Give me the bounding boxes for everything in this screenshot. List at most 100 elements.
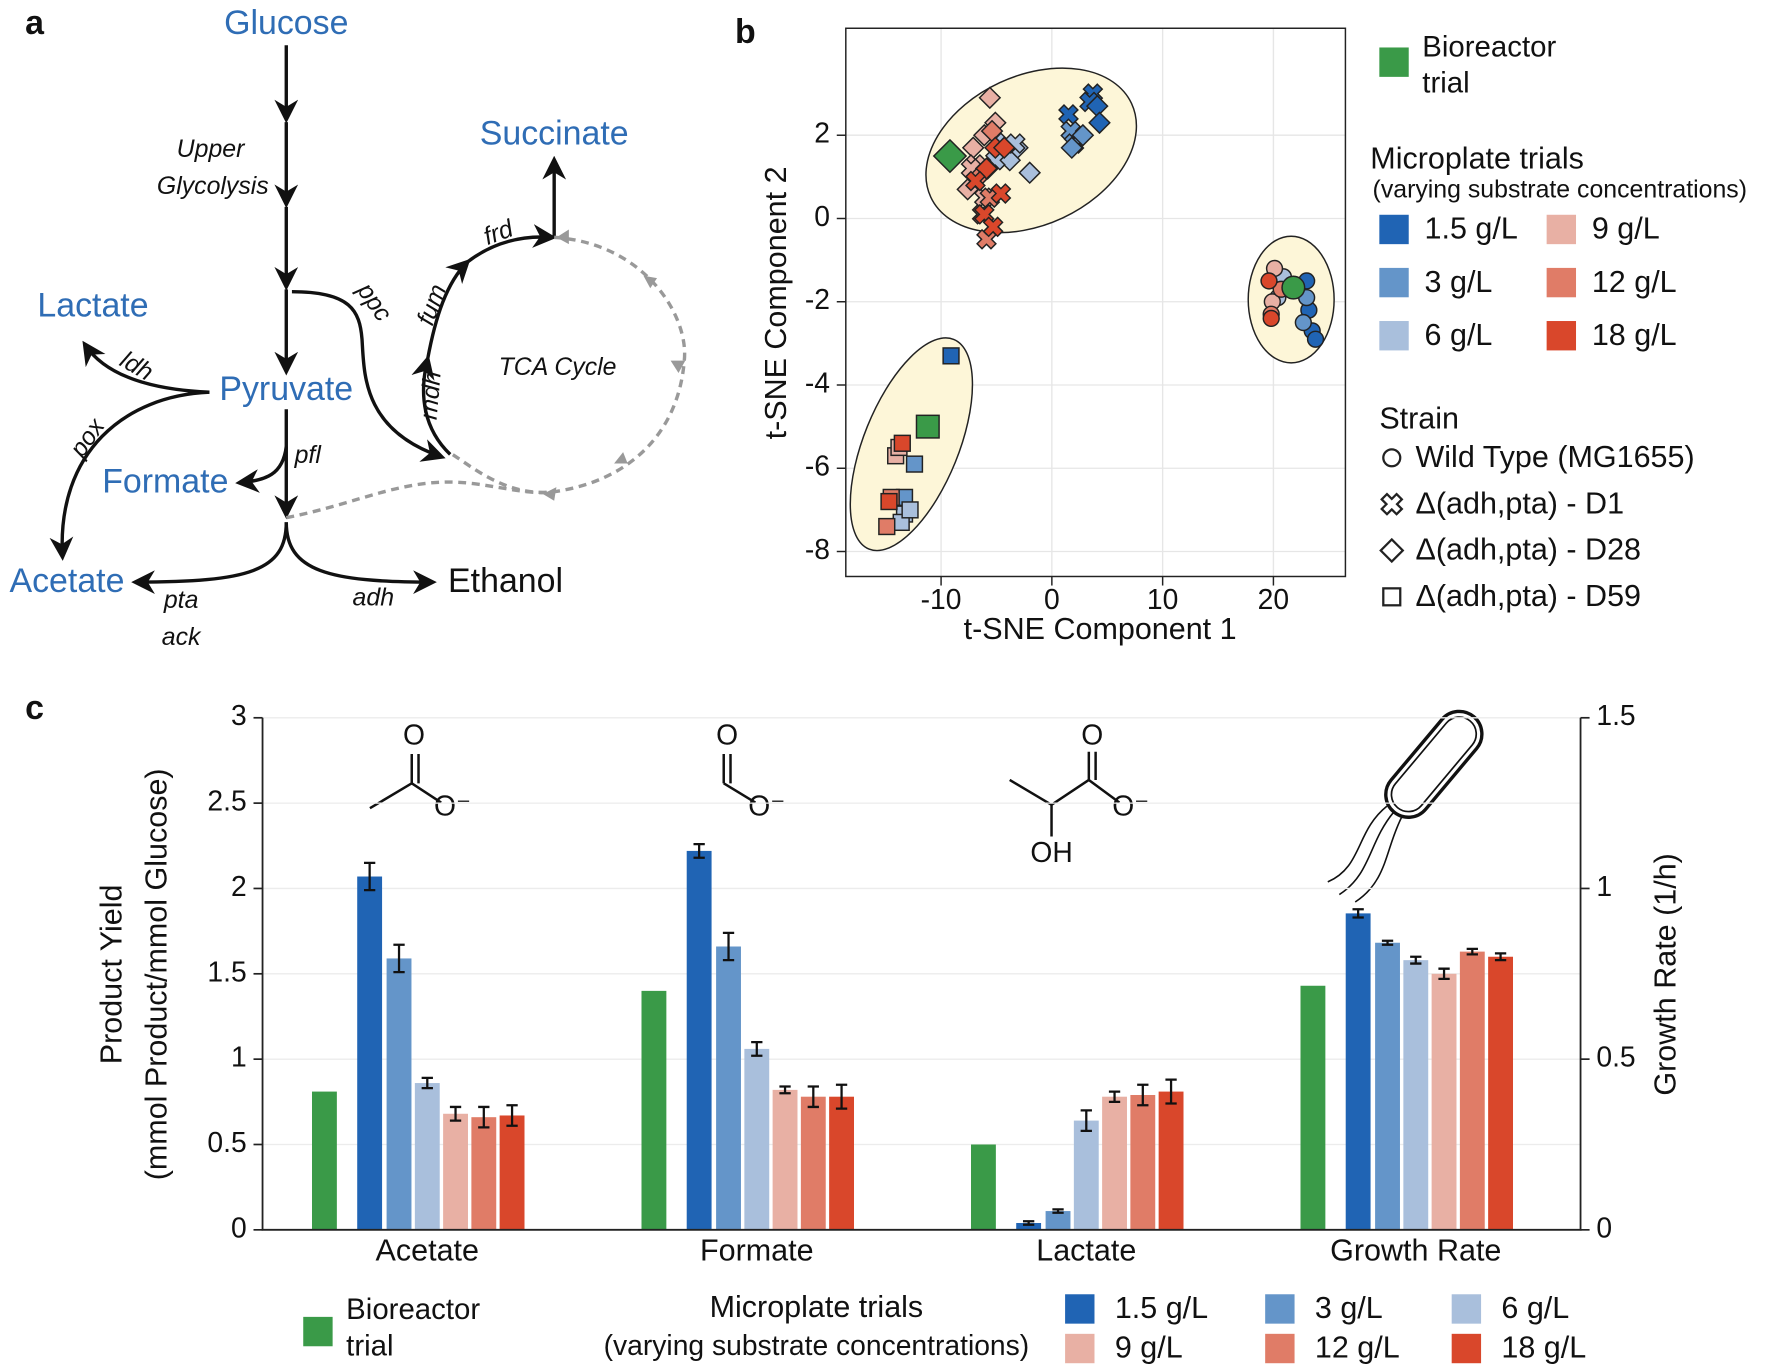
- bar: [1459, 951, 1485, 1230]
- bar: [970, 1144, 996, 1230]
- legend-label: Δ(adh,pta) - D59: [1416, 579, 1642, 613]
- bar: [716, 946, 741, 1230]
- point: [990, 183, 1012, 204]
- y-tick-label: -2: [805, 283, 830, 315]
- bar: [1431, 973, 1457, 1230]
- y-tick-label: 2.5: [207, 785, 246, 817]
- arrow: [284, 522, 437, 595]
- arrow: [411, 354, 452, 456]
- error-bar: [1352, 908, 1364, 919]
- legend-label: 3 g/L: [1315, 1291, 1383, 1325]
- bacterium: [1327, 709, 1484, 903]
- bar: [744, 1048, 770, 1230]
- enzyme: pox: [64, 412, 111, 463]
- error-bar: [1165, 1078, 1177, 1105]
- bar: [1130, 1094, 1156, 1230]
- bar: [386, 958, 412, 1230]
- legend-label: 18 g/L: [1501, 1331, 1586, 1365]
- bar: [1488, 956, 1514, 1230]
- x-axis-label: t-SNE Component 1: [964, 612, 1237, 646]
- panel-label: b: [735, 13, 756, 51]
- note: Upper: [177, 135, 246, 163]
- y-axis-label: t-SNE Component 2: [759, 166, 793, 439]
- y2-tick-label: 1.5: [1596, 699, 1635, 731]
- legend-swatch: [1265, 1294, 1295, 1324]
- metabolite: Formate: [102, 463, 228, 501]
- bar: [686, 850, 712, 1230]
- cluster: [849, 337, 974, 552]
- legend-label: 6 g/L: [1501, 1291, 1569, 1325]
- x-tick-label: 0: [1044, 583, 1060, 615]
- arrow: [131, 522, 288, 595]
- point: [901, 501, 919, 519]
- error-bar: [506, 1104, 518, 1127]
- atom: O: [403, 718, 425, 750]
- atom: OH: [1030, 836, 1072, 868]
- legend-swatch: [1065, 1333, 1095, 1364]
- x-tick-label: Growth Rate: [1330, 1234, 1501, 1268]
- legend-label: Bioreactor trial: [1422, 29, 1557, 100]
- y-tick-label: 0: [814, 200, 830, 232]
- point: [978, 86, 1002, 110]
- y-tick-label: -8: [805, 533, 830, 565]
- arrow: [291, 289, 446, 462]
- error-bar: [421, 1076, 433, 1090]
- metabolite: Acetate: [9, 562, 124, 600]
- point: [905, 455, 924, 473]
- error-bar: [1022, 1220, 1035, 1226]
- enzyme: frd: [480, 214, 518, 251]
- arrow: [425, 258, 471, 360]
- bar: [1045, 1211, 1071, 1230]
- bar: [499, 1115, 525, 1230]
- legend-swatch: [1546, 321, 1577, 351]
- bar: [311, 1091, 337, 1230]
- error-bar: [1494, 952, 1507, 962]
- note: TCA Cycle: [499, 353, 617, 381]
- legend-swatch: [1265, 1333, 1295, 1364]
- point: [1294, 313, 1312, 332]
- y-tick-label: 2: [231, 870, 247, 902]
- panel-label: a: [25, 4, 45, 42]
- point: [880, 492, 898, 511]
- point: [1088, 111, 1111, 135]
- formate-structure: [722, 753, 757, 804]
- arrow-head: [614, 452, 628, 464]
- error-bar: [393, 943, 405, 974]
- point: [1060, 136, 1084, 160]
- enzyme: fum: [412, 280, 452, 329]
- arrow: [82, 340, 210, 394]
- bar: [829, 1096, 855, 1230]
- bar: [1300, 985, 1326, 1230]
- legend-swatch: [1451, 1333, 1482, 1364]
- y-tick-label: 1: [231, 1041, 247, 1073]
- legend-title: Microplate trials: [710, 1290, 924, 1324]
- y-tick-label: 2: [814, 117, 830, 149]
- x-tick-label: 20: [1258, 583, 1289, 615]
- error-bar: [1381, 939, 1394, 946]
- bar: [1016, 1223, 1042, 1230]
- legend-swatch: [303, 1316, 333, 1347]
- lactate-structure: [1009, 751, 1121, 837]
- point: [1018, 161, 1042, 185]
- legend-label: 12 g/L: [1315, 1331, 1400, 1365]
- legend-label: 1.5 g/L: [1115, 1291, 1208, 1325]
- enzyme: ldh: [115, 346, 158, 387]
- point: [942, 347, 960, 365]
- bar: [414, 1083, 440, 1230]
- y-tick-label: 0.5: [207, 1126, 246, 1158]
- enzyme: pta: [163, 586, 199, 614]
- bar: [1102, 1096, 1127, 1230]
- arrow-head: [542, 487, 557, 501]
- error-bar: [835, 1083, 848, 1110]
- bar: [1158, 1091, 1184, 1230]
- error-bar: [751, 1040, 763, 1057]
- bar: [1073, 1120, 1099, 1230]
- point: [1262, 309, 1280, 328]
- point: [1260, 272, 1278, 290]
- enzyme: ack: [162, 623, 202, 651]
- y2-tick-label: 0: [1596, 1211, 1612, 1243]
- y2-tick-label: 1: [1596, 870, 1612, 902]
- arrow-head: [556, 229, 569, 245]
- point: [964, 170, 986, 192]
